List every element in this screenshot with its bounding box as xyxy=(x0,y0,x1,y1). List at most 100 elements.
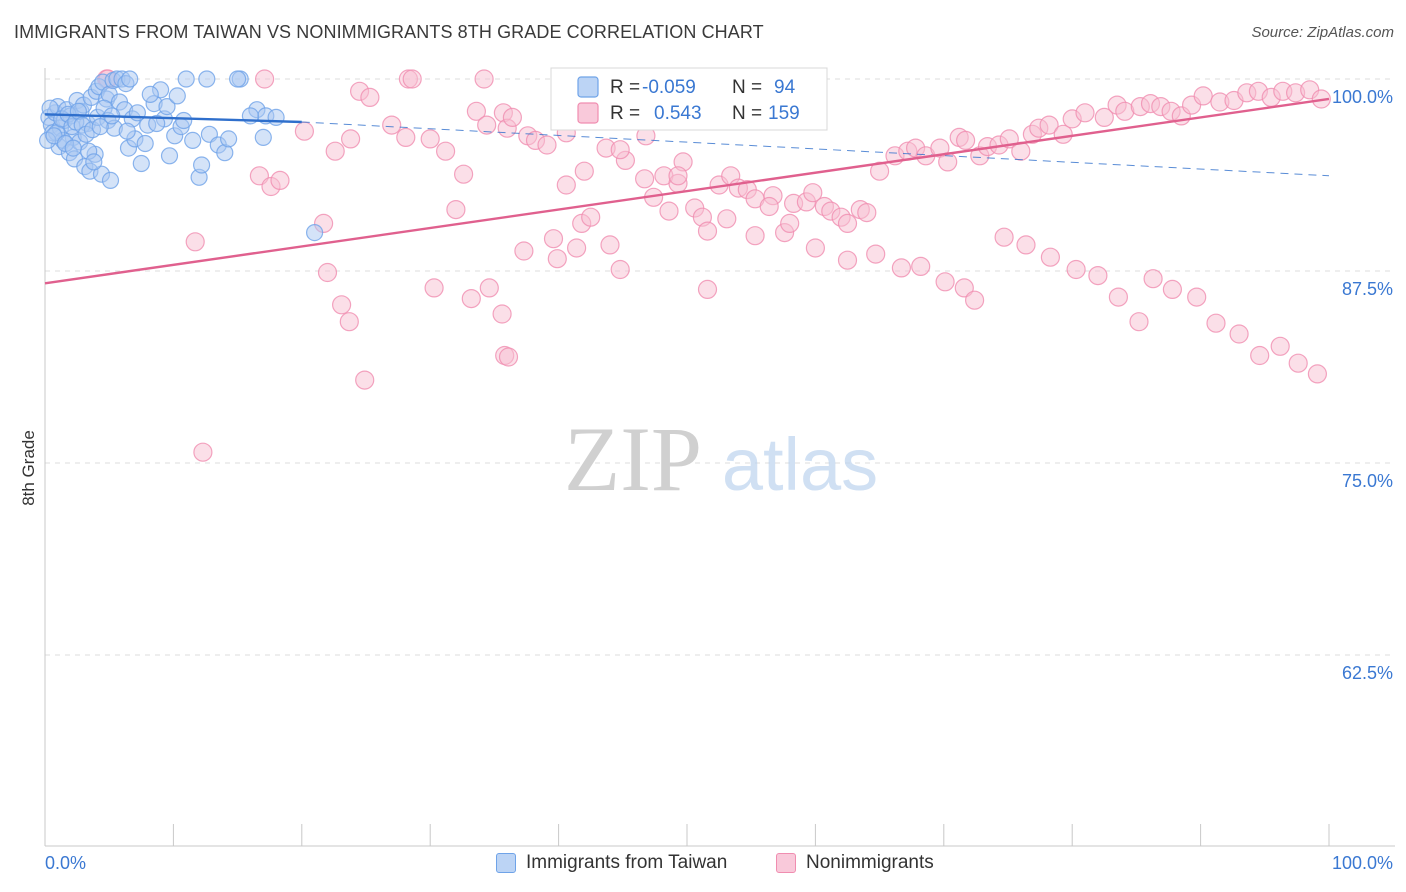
data-point-nonimmigrant xyxy=(360,87,380,108)
data-point-nonimmigrant xyxy=(668,166,688,186)
data-point-nonimmigrant xyxy=(454,164,474,184)
data-point-nonimmigrant xyxy=(317,262,338,283)
data-point-taiwan xyxy=(175,111,193,130)
data-point-nonimmigrant xyxy=(803,183,823,203)
data-point-taiwan xyxy=(136,134,154,153)
data-point-taiwan xyxy=(220,130,238,148)
y-tick-labels: 100.0% 87.5% 75.0% 62.5% xyxy=(1332,87,1393,683)
data-point-nonimmigrant xyxy=(1206,313,1226,333)
data-point-nonimmigrant xyxy=(1162,279,1183,299)
legend-item-taiwan: Immigrants from Taiwan xyxy=(496,852,727,874)
data-point-nonimmigrant xyxy=(717,209,737,229)
legend-n-label-2: N = xyxy=(732,103,762,124)
legend-swatch-nonimmigrants-bottom xyxy=(776,853,796,873)
data-point-nonimmigrant xyxy=(1039,115,1059,135)
legend-r-label-2: R = xyxy=(610,103,640,124)
data-point-nonimmigrant xyxy=(424,278,444,298)
data-point-nonimmigrant xyxy=(837,213,858,233)
legend-n-label-1: N = xyxy=(732,77,762,98)
data-point-nonimmigrant xyxy=(543,229,564,249)
y-tick-label: 87.5% xyxy=(1342,279,1393,299)
data-point-nonimmigrant xyxy=(697,221,718,241)
data-point-taiwan xyxy=(41,99,59,117)
data-point-nonimmigrant xyxy=(837,250,858,270)
data-point-nonimmigrant xyxy=(436,141,456,161)
data-point-nonimmigrant xyxy=(581,207,601,227)
data-point-taiwan xyxy=(267,108,285,127)
data-point-taiwan xyxy=(121,70,139,88)
legend-item-nonimmigrants: Nonimmigrants xyxy=(776,852,934,874)
data-point-nonimmigrant xyxy=(745,226,765,246)
y-tick-label: 100.0% xyxy=(1332,87,1393,107)
data-point-nonimmigrant xyxy=(1187,287,1207,307)
data-point-nonimmigrant xyxy=(911,256,931,276)
data-point-taiwan xyxy=(158,97,176,116)
data-point-nonimmigrant xyxy=(477,115,497,135)
data-point-nonimmigrant xyxy=(1040,247,1061,267)
data-point-nonimmigrant xyxy=(502,107,523,128)
data-point-nonimmigrant xyxy=(857,203,877,223)
data-point-nonimmigrant xyxy=(1108,287,1129,307)
data-point-nonimmigrant xyxy=(1229,324,1249,344)
data-point-nonimmigrant xyxy=(382,115,402,135)
watermark: ZIP atlas xyxy=(564,408,878,510)
data-point-nonimmigrant xyxy=(498,347,519,367)
legend-swatch-nonimmigrants xyxy=(577,102,599,124)
data-point-nonimmigrant xyxy=(325,141,345,161)
data-point-nonimmigrant xyxy=(891,258,912,278)
data-point-nonimmigrant xyxy=(1143,269,1163,289)
legend-label-nonimmigrants: Nonimmigrants xyxy=(806,852,934,873)
y-tick-label: 75.0% xyxy=(1342,471,1393,491)
y-tick-label: 62.5% xyxy=(1342,663,1393,683)
data-point-nonimmigrant xyxy=(600,235,620,255)
data-point-taiwan xyxy=(85,153,103,171)
data-point-nonimmigrant xyxy=(1066,259,1086,280)
data-point-nonimmigrant xyxy=(1250,345,1270,366)
data-point-nonimmigrant xyxy=(294,121,314,141)
data-point-nonimmigrant xyxy=(332,295,352,315)
legend-label-taiwan: Immigrants from Taiwan xyxy=(526,852,728,873)
legend-swatch-taiwan-bottom xyxy=(496,853,516,873)
data-point-taiwan xyxy=(177,70,195,88)
data-point-taiwan xyxy=(254,128,272,146)
data-point-nonimmigrant xyxy=(1193,86,1213,106)
x-tick-label: 0.0% xyxy=(45,853,86,873)
data-point-nonimmigrant xyxy=(547,249,567,269)
data-point-taiwan xyxy=(306,224,324,242)
data-point-nonimmigrant xyxy=(355,370,375,390)
data-point-nonimmigrant xyxy=(574,161,594,181)
data-point-nonimmigrant xyxy=(466,101,486,121)
data-point-nonimmigrant xyxy=(869,161,890,181)
data-point-nonimmigrant xyxy=(474,69,494,89)
data-point-nonimmigrant xyxy=(461,289,481,309)
data-point-nonimmigrant xyxy=(866,244,886,264)
data-point-nonimmigrant xyxy=(566,238,587,258)
data-point-nonimmigrant xyxy=(396,127,416,147)
data-point-nonimmigrant xyxy=(556,175,576,195)
bottom-legend: Immigrants from Taiwan Nonimmigrants xyxy=(0,852,1406,878)
chart-title: IMMIGRANTS FROM TAIWAN VS NONIMMIGRANTS … xyxy=(14,22,764,42)
data-point-taiwan xyxy=(193,156,211,174)
data-point-nonimmigrant xyxy=(402,69,422,89)
watermark-atlas: atlas xyxy=(722,423,878,506)
points-layer xyxy=(38,69,1331,462)
correlation-legend: R = -0.059 N = 94 R = 0.543 N = 159 xyxy=(550,67,828,131)
trend-line-taiwan xyxy=(44,113,302,124)
data-point-taiwan xyxy=(160,147,179,165)
data-point-nonimmigrant xyxy=(1270,336,1290,356)
data-point-taiwan xyxy=(229,70,247,88)
legend-r-label-1: R = xyxy=(610,77,640,98)
data-point-nonimmigrant xyxy=(479,278,499,298)
data-point-nonimmigrant xyxy=(964,290,985,310)
data-point-nonimmigrant xyxy=(1129,312,1149,332)
watermark-zip: ZIP xyxy=(564,408,702,510)
data-point-nonimmigrant xyxy=(1094,107,1114,128)
data-point-taiwan xyxy=(132,154,150,173)
data-point-nonimmigrant xyxy=(185,232,205,252)
data-point-nonimmigrant xyxy=(780,213,800,233)
data-point-nonimmigrant xyxy=(659,201,679,221)
x-tick-labels: 0.0% 100.0% xyxy=(45,853,1393,873)
axes-layer xyxy=(44,68,1395,847)
trend-line-taiwan-projection xyxy=(301,121,1330,177)
